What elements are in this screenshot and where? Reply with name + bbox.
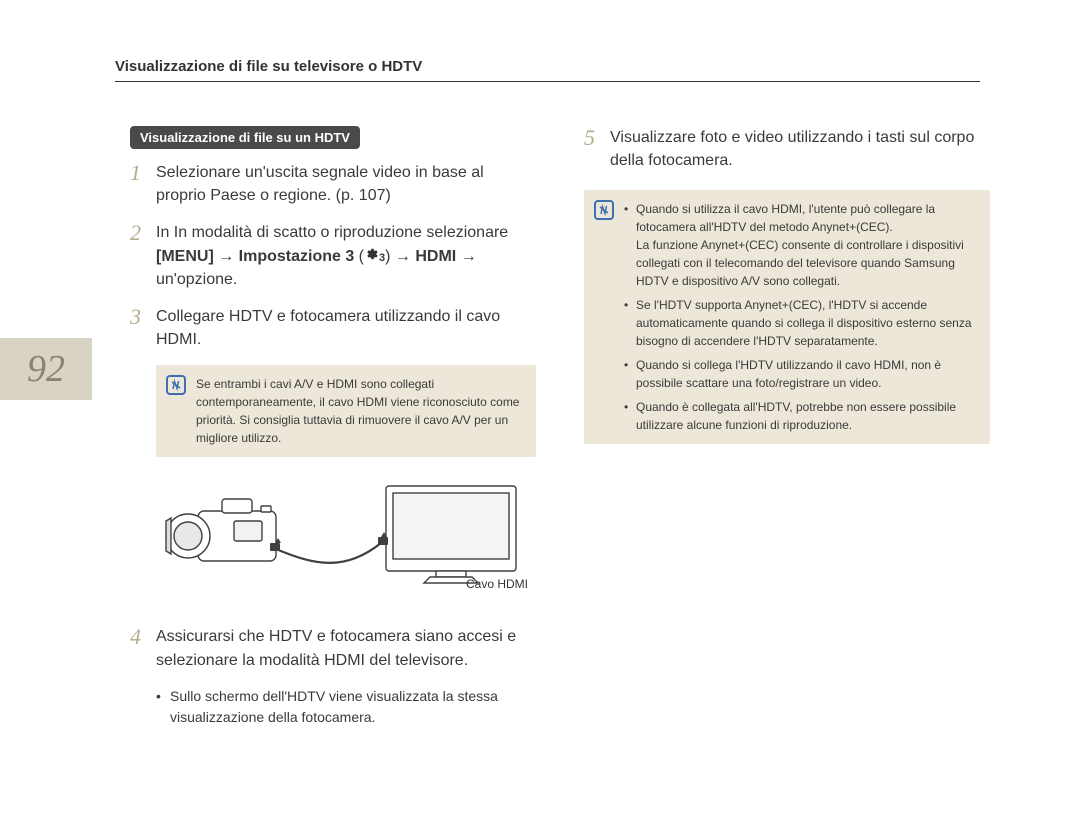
text: In In modalità di scatto o riproduzione … — [156, 224, 508, 241]
step-number: 5 — [584, 126, 600, 172]
connection-diagram: Cavo HDMI — [156, 471, 536, 609]
note-list: Quando si utilizza il cavo HDMI, l'utent… — [624, 200, 978, 434]
gear-icon: 3 — [364, 247, 385, 267]
right-column: 5 Visualizzare foto e video utilizzando … — [584, 126, 990, 785]
step-5: 5 Visualizzare foto e video utilizzando … — [584, 126, 990, 172]
step-text: Selezionare un'uscita segnale video in b… — [156, 161, 536, 207]
list-item: Se l'HDTV supporta Anynet+(CEC), l'HDTV … — [624, 296, 978, 350]
note-box-1: Se entrambi i cavi A/V e HDMI sono colle… — [156, 365, 536, 457]
note-icon — [594, 200, 614, 220]
note-text: Se entrambi i cavi A/V e HDMI sono colle… — [196, 375, 524, 447]
note-icon — [166, 375, 186, 395]
step-1: 1 Selezionare un'uscita segnale video in… — [130, 161, 536, 207]
step-number: 1 — [130, 161, 146, 207]
impostazione-label: Impostazione 3 — [239, 248, 355, 265]
header-title: Visualizzazione di file su televisore o … — [115, 58, 422, 75]
menu-label: [MENU] — [156, 248, 214, 265]
page-number: 92 — [27, 347, 65, 391]
arrow: → — [214, 248, 239, 265]
list-item: Quando si utilizza il cavo HDMI, l'utent… — [624, 200, 978, 290]
step-4-sub-bullet: Sullo schermo dell'HDTV viene visualizza… — [156, 686, 536, 728]
step-text: In In modalità di scatto o riproduzione … — [156, 221, 536, 291]
step-4: 4 Assicurarsi che HDTV e fotocamera sian… — [130, 625, 536, 671]
step-text: Collegare HDTV e fotocamera utilizzando … — [156, 305, 536, 351]
hdmi-label: HDMI — [415, 248, 456, 265]
step-text: Assicurarsi che HDTV e fotocamera siano … — [156, 625, 536, 671]
step-text: Visualizzare foto e video utilizzando i … — [610, 126, 990, 172]
paren: ) → — [385, 248, 415, 265]
page-header: Visualizzazione di file su televisore o … — [115, 58, 980, 82]
paren: ( — [354, 248, 364, 265]
step-2: 2 In In modalità di scatto o riproduzion… — [130, 221, 536, 291]
page-number-box: 92 — [0, 338, 92, 400]
step-number: 4 — [130, 625, 146, 671]
left-column: Visualizzazione di file su un HDTV 1 Sel… — [130, 126, 536, 785]
step-number: 3 — [130, 305, 146, 351]
content-area: Visualizzazione di file su un HDTV 1 Sel… — [130, 126, 990, 785]
list-item: Quando si collega l'HDTV utilizzando il … — [624, 356, 978, 392]
step-number: 2 — [130, 221, 146, 291]
section-badge: Visualizzazione di file su un HDTV — [130, 126, 360, 149]
step-3: 3 Collegare HDTV e fotocamera utilizzand… — [130, 305, 536, 351]
list-item: Quando è collegata all'HDTV, potrebbe no… — [624, 398, 978, 434]
note-box-2: Quando si utilizza il cavo HDMI, l'utent… — [584, 190, 990, 444]
diagram-label: Cavo HDMI — [466, 577, 528, 591]
